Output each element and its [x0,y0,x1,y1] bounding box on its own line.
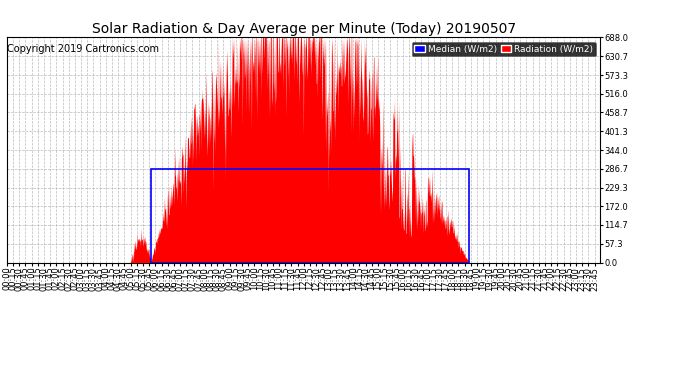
Bar [151,169,469,262]
Legend: Median (W/m2), Radiation (W/m2): Median (W/m2), Radiation (W/m2) [411,42,595,56]
Text: Copyright 2019 Cartronics.com: Copyright 2019 Cartronics.com [8,44,159,54]
Title: Solar Radiation & Day Average per Minute (Today) 20190507: Solar Radiation & Day Average per Minute… [92,22,515,36]
